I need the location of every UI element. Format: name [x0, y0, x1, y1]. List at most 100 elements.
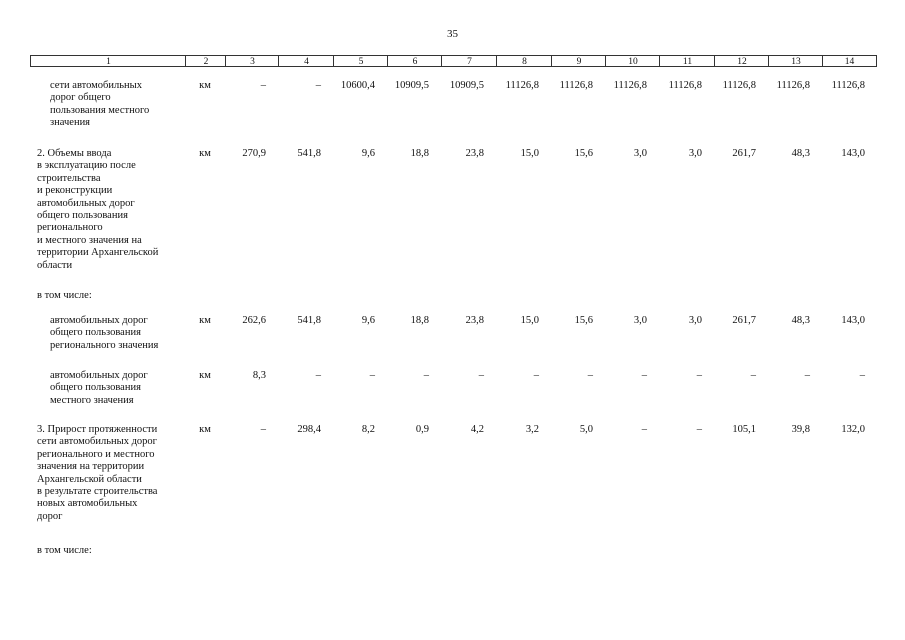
cell-value: 48,3 — [791, 148, 810, 159]
row-label: территории Архангельской — [37, 247, 159, 259]
cell-value: 23,8 — [465, 148, 484, 159]
row-label: регионального и местного — [37, 448, 155, 460]
cell-value: 11126,8 — [668, 80, 702, 91]
header-cell: 13 — [768, 55, 823, 67]
row-label: общего пользования — [50, 327, 141, 339]
row-label: области — [37, 259, 73, 271]
cell-value: 105,1 — [732, 424, 756, 435]
cell-value: 15,6 — [574, 315, 593, 326]
row-label: 2. Объемы ввода — [37, 148, 112, 159]
row-label: дорог — [37, 510, 63, 522]
row-label: в результате строительства — [37, 486, 158, 497]
cell-value: – — [641, 370, 647, 381]
cell-value: – — [750, 370, 756, 381]
cell-value: 262,6 — [242, 315, 266, 326]
cell-value: 11126,8 — [505, 80, 539, 91]
unit: км — [199, 424, 211, 435]
cell-value: 3,0 — [633, 315, 647, 326]
row-label: 3. Прирост протяженности — [37, 424, 158, 435]
unit: км — [199, 148, 211, 159]
cell-value: 132,0 — [841, 424, 865, 435]
cell-value: 3,0 — [688, 148, 702, 159]
row-label: автомобильных дорог — [50, 370, 148, 381]
cell-value: 48,3 — [791, 315, 810, 326]
cell-value: – — [533, 370, 539, 381]
cell-value: – — [369, 370, 375, 381]
row-label: сети автомобильных — [50, 80, 142, 91]
row-label: общего пользования — [37, 210, 128, 221]
cell-value: – — [315, 370, 321, 381]
cell-value: 39,8 — [791, 424, 810, 435]
cell-value: – — [260, 80, 266, 91]
cell-value: 15,0 — [520, 148, 539, 159]
cell-value: – — [587, 370, 593, 381]
header-cell: 3 — [225, 55, 279, 67]
cell-value: 3,0 — [633, 148, 647, 159]
cell-value: 0,9 — [415, 424, 429, 435]
header-cell: 12 — [714, 55, 769, 67]
cell-value: 8,3 — [252, 370, 266, 381]
cell-value: 3,2 — [525, 424, 539, 435]
page-number: 35 — [447, 28, 458, 40]
cell-value: 298,4 — [297, 424, 321, 435]
cell-value: 5,0 — [579, 424, 593, 435]
cell-value: – — [696, 424, 702, 435]
cell-value: – — [641, 424, 647, 435]
cell-value: 18,8 — [410, 315, 429, 326]
header-cell: 1 — [30, 55, 186, 67]
header-cell: 11 — [659, 55, 715, 67]
row-label: дорог общего — [50, 92, 111, 104]
row-label: и местного значения на — [37, 234, 142, 246]
row-label: регионального значения — [50, 339, 159, 351]
cell-value: 23,8 — [465, 315, 484, 326]
cell-value: 10909,5 — [394, 80, 429, 91]
cell-value: 8,2 — [361, 424, 375, 435]
cell-value: 18,8 — [410, 148, 429, 159]
cell-value: 11126,8 — [722, 80, 756, 91]
cell-value: 261,7 — [732, 148, 756, 159]
cell-value: 261,7 — [732, 315, 756, 326]
cell-value: – — [478, 370, 484, 381]
cell-value: 11126,8 — [776, 80, 810, 91]
row-label: в том числе: — [37, 290, 92, 301]
cell-value: 143,0 — [841, 315, 865, 326]
unit: км — [199, 80, 211, 91]
row-label: значения на территории — [37, 461, 145, 473]
row-label: автомобильных дорог — [37, 197, 135, 209]
header-cell: 5 — [333, 55, 388, 67]
cell-value: 270,9 — [242, 148, 266, 159]
cell-value: 143,0 — [841, 148, 865, 159]
cell-value: 9,6 — [361, 148, 375, 159]
cell-value: 11126,8 — [613, 80, 647, 91]
cell-value: 10600,4 — [340, 80, 375, 91]
unit: км — [199, 315, 211, 326]
cell-value: 11126,8 — [559, 80, 593, 91]
row-label: Архангельской области — [37, 473, 142, 485]
row-label: местного значения — [50, 394, 134, 406]
header-cell: 4 — [278, 55, 334, 67]
cell-value: – — [260, 424, 266, 435]
cell-value: – — [315, 80, 321, 91]
cell-value: 3,0 — [688, 315, 702, 326]
row-label: строительства — [37, 172, 101, 184]
cell-value: 15,6 — [574, 148, 593, 159]
cell-value: – — [804, 370, 810, 381]
row-label: в эксплуатацию после — [37, 160, 136, 172]
cell-value: – — [859, 370, 865, 381]
row-label: пользования местного — [50, 104, 150, 116]
header-cell: 9 — [551, 55, 606, 67]
cell-value: 11126,8 — [831, 80, 865, 91]
row-label: автомобильных дорог — [50, 315, 148, 326]
header-cell: 14 — [822, 55, 877, 67]
row-label: значения — [50, 117, 91, 129]
row-label: регионального — [37, 222, 103, 234]
row-label: общего пользования — [50, 382, 141, 394]
row-label: и реконструкции — [37, 185, 113, 197]
header-cell: 6 — [387, 55, 442, 67]
cell-value: – — [696, 370, 702, 381]
cell-value: 15,0 — [520, 315, 539, 326]
cell-value: 541,8 — [297, 148, 321, 159]
header-cell: 2 — [185, 55, 226, 67]
cell-value: – — [423, 370, 429, 381]
